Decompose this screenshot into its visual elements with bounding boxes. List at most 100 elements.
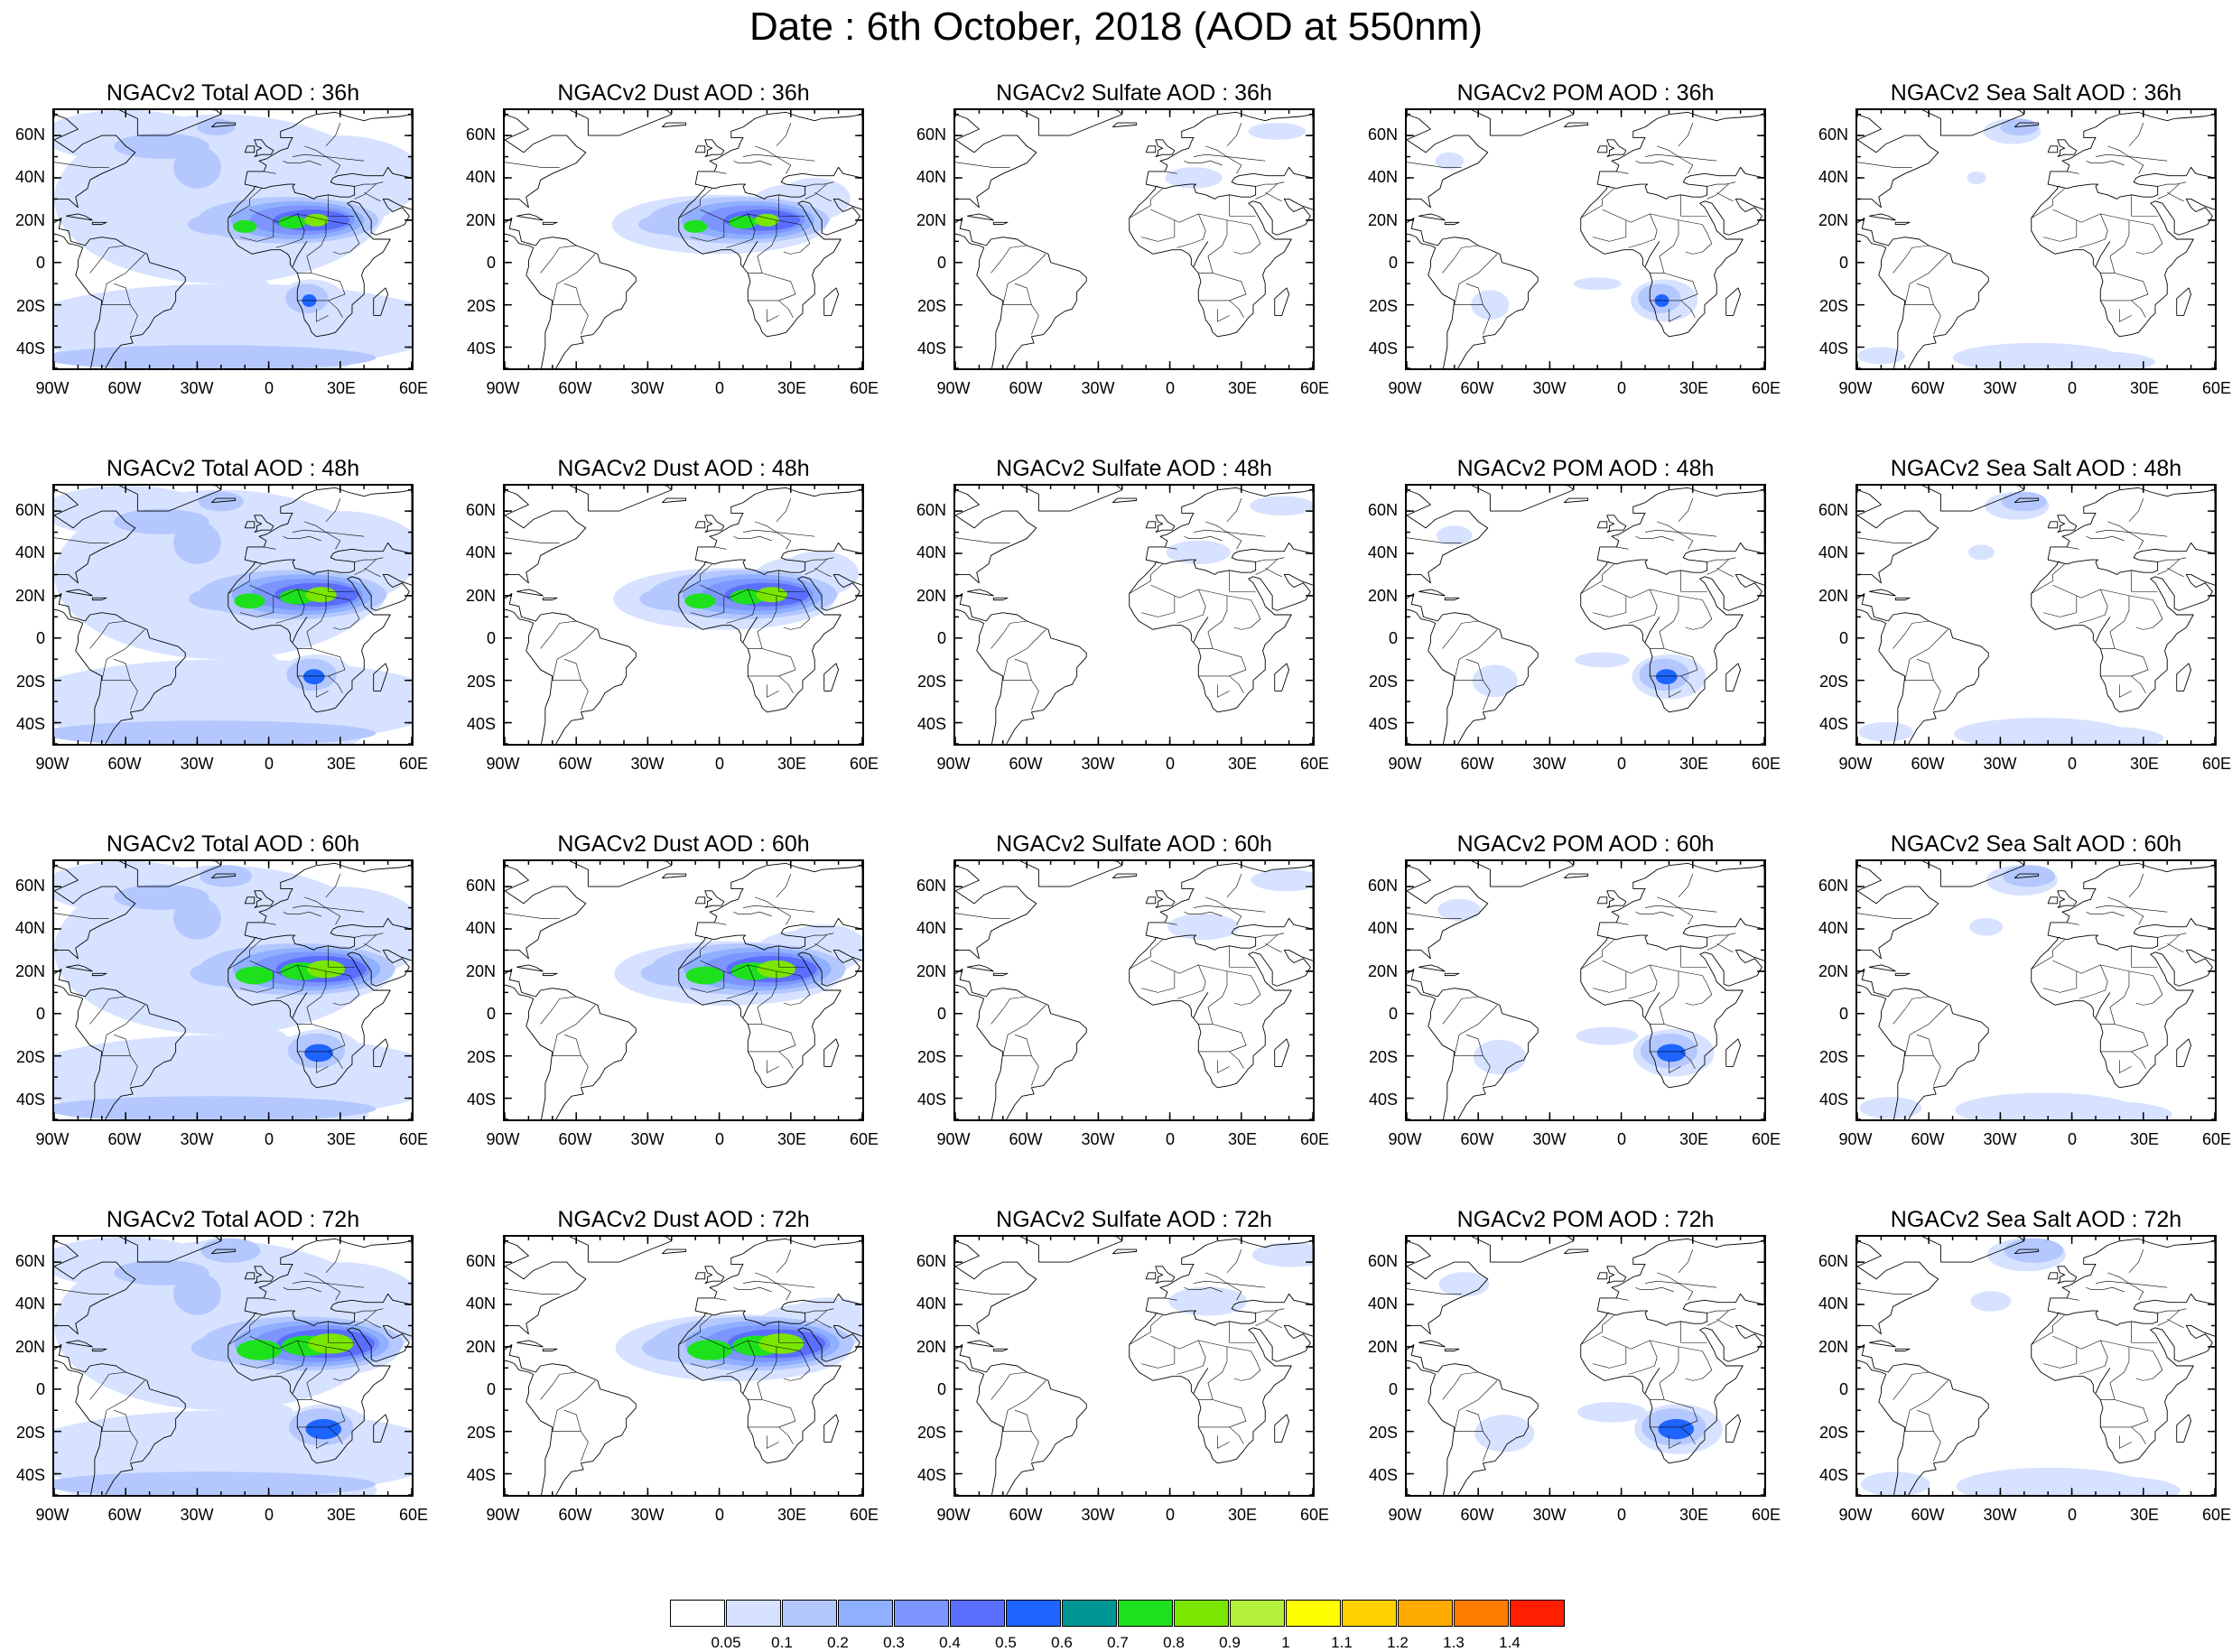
lat-tick-label: 20N [916, 961, 946, 980]
lon-tick-label: 90W [1388, 1506, 1422, 1524]
coastlines [54, 110, 412, 368]
lon-tick-label: 60W [1009, 1130, 1043, 1148]
lon-tick-label: 90W [35, 755, 70, 773]
aod-field [611, 178, 851, 255]
lon-tick-label: 30E [1679, 755, 1709, 773]
colorbar-label: 1.2 [1387, 1634, 1409, 1651]
lat-tick-label: 0 [486, 254, 496, 273]
map-panel: NGACv2 POM AOD : 36h 60N 40N 20N 0 20S 40S 90W 6… [1368, 79, 1781, 397]
aod-contour [2037, 726, 2164, 744]
lon-tick-label: 60W [1911, 379, 1945, 397]
coastlines [54, 486, 412, 744]
panel-title: NGACv2 Dust AOD : 36h [557, 80, 810, 106]
panel-title: NGACv2 Dust AOD : 72h [557, 1207, 810, 1232]
map-plot [953, 108, 1315, 370]
lon-tick-label: 30E [326, 1130, 357, 1148]
colorbar-swatch [1398, 1600, 1453, 1627]
aod-contour [85, 898, 128, 922]
lon-tick-label: 30W [630, 379, 665, 397]
lon-tick-label: 30W [1983, 379, 2017, 397]
lat-tick-label: 60N [916, 500, 946, 519]
aod-contour [1658, 1418, 1695, 1440]
lat-tick-label: 20S [1368, 1423, 1398, 1442]
colorbar-swatch [1174, 1600, 1229, 1627]
lon-tick-label: 30E [1679, 379, 1709, 397]
lon-tick-label: 60W [1460, 1130, 1494, 1148]
map-plot [1405, 484, 1766, 746]
panel-title: NGACv2 Sea Salt AOD : 60h [1890, 831, 2182, 857]
aod-contour [1474, 1415, 1535, 1452]
lat-tick-label: 20S [916, 1423, 946, 1442]
aod-contour [224, 1402, 294, 1423]
coastlines [955, 861, 1313, 1119]
lat-tick-label: 20N [1367, 961, 1398, 980]
lon-tick-label: 0 [714, 755, 724, 773]
panel-title: NGACv2 Sea Salt AOD : 36h [1890, 80, 2182, 106]
lon-tick-label: 60E [1751, 1506, 1781, 1524]
aod-contour [2036, 351, 2155, 368]
lon-tick-label: 60W [1460, 379, 1494, 397]
aod-contour [173, 1272, 221, 1315]
lat-tick-label: 40S [1818, 339, 1848, 358]
aod-contour [2000, 118, 2039, 136]
map-plot [1405, 1235, 1766, 1497]
lon-tick-label: 60W [107, 1130, 142, 1148]
lon-tick-label: 60E [1299, 1130, 1330, 1148]
map-panel: NGACv2 Sea Salt AOD : 72h 60N 40N 20N 0 20S 40… [1818, 1206, 2231, 1524]
panel-title: NGACv2 POM AOD : 60h [1456, 831, 1715, 857]
lon-tick-label: 60E [2201, 755, 2232, 773]
lon-tick-label: 60W [1009, 379, 1043, 397]
lon-tick-label: 0 [714, 379, 724, 397]
lat-tick-label: 20N [14, 961, 45, 980]
coastlines [1857, 110, 2215, 368]
lon-tick-label: 30W [1081, 379, 1115, 397]
colorbar-label: 1.3 [1443, 1634, 1465, 1651]
coastlines [955, 486, 1313, 744]
aod-contour [120, 1039, 173, 1075]
lon-tick-label: 30E [326, 755, 357, 773]
map-plot [503, 1235, 864, 1497]
lon-tick-label: 30E [1679, 1506, 1709, 1524]
colorbar-swatch [1454, 1600, 1509, 1627]
aod-contour [1657, 1044, 1686, 1063]
colorbar-swatch [670, 1600, 725, 1627]
lat-tick-label: 40N [14, 1295, 45, 1313]
colorbar-swatch [894, 1600, 949, 1627]
lon-tick-label: 60E [849, 755, 879, 773]
lon-tick-label: 30W [1983, 1130, 2017, 1148]
panel-title: NGACv2 Dust AOD : 60h [557, 831, 810, 857]
map-plot [1405, 859, 1766, 1121]
lon-tick-label: 30E [777, 1130, 807, 1148]
lon-tick-label: 0 [2067, 755, 2077, 773]
map-plot [52, 859, 414, 1121]
lat-tick-label: 20S [916, 296, 946, 315]
map-plot [1855, 484, 2217, 746]
lat-tick-label: 20S [1368, 672, 1398, 691]
panel-title: NGACv2 Sulfate AOD : 36h [996, 80, 1272, 106]
lon-tick-label: 0 [2067, 379, 2077, 397]
lat-tick-label: 20N [465, 210, 496, 229]
lon-tick-label: 90W [1388, 379, 1422, 397]
lat-tick-label: 20N [1367, 1337, 1398, 1356]
panel-title: NGACv2 Total AOD : 36h [106, 80, 360, 106]
aod-contour [1437, 525, 1473, 545]
lon-tick-label: 0 [2067, 1506, 2077, 1524]
aod-contour [222, 652, 277, 668]
map-plot [52, 1235, 414, 1497]
lon-tick-label: 0 [1165, 379, 1175, 397]
lon-tick-label: 90W [936, 1506, 971, 1524]
lon-tick-label: 60E [849, 1506, 879, 1524]
aod-contour [1858, 721, 1914, 742]
lat-tick-label: 40S [466, 1091, 496, 1109]
lat-tick-label: 40S [1368, 715, 1398, 734]
lat-tick-label: 0 [936, 629, 946, 648]
lon-tick-label: 60E [1299, 1506, 1330, 1524]
lat-tick-label: 40N [1818, 168, 1848, 187]
lon-tick-label: 60E [1299, 379, 1330, 397]
aod-contour [684, 593, 716, 609]
lat-tick-label: 60N [465, 125, 496, 144]
lon-tick-label: 30E [2129, 1130, 2160, 1148]
aod-contour [54, 1096, 377, 1119]
lat-tick-label: 40S [15, 1091, 45, 1109]
lon-tick-label: 0 [1616, 1506, 1626, 1524]
